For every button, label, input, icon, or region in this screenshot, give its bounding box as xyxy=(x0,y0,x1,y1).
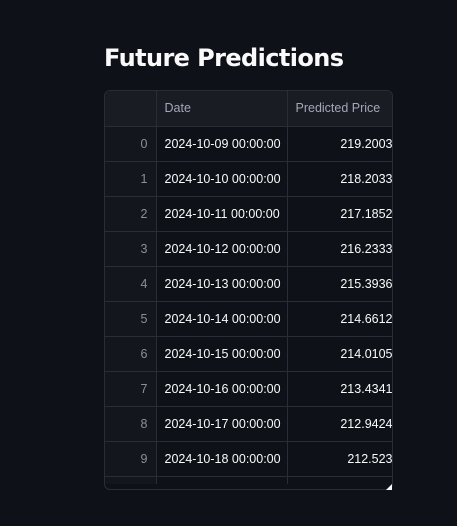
date-cell[interactable]: 2024-10-09 00:00:00 xyxy=(156,126,288,162)
row-index: 2 xyxy=(105,196,157,232)
price-cell[interactable]: 212.523 xyxy=(287,441,392,477)
row-index: 5 xyxy=(105,301,157,337)
dataframe-scroll-area[interactable]: Date Predicted Price 0 2024-10-09 00:00:… xyxy=(105,91,392,489)
price-cell[interactable]: 213.4341 xyxy=(287,371,392,407)
price-cell[interactable]: 212.9424 xyxy=(287,406,392,442)
table-row: 1 2024-10-10 00:00:00 218.2033 xyxy=(105,161,392,197)
date-cell[interactable]: 2024-10-17 00:00:00 xyxy=(156,406,288,442)
table-row: 7 2024-10-16 00:00:00 213.4341 xyxy=(105,371,392,407)
table-row: 4 2024-10-13 00:00:00 215.3936 xyxy=(105,266,392,302)
row-index: 1 xyxy=(105,161,157,197)
price-cell[interactable]: 214.0105 xyxy=(287,336,392,372)
date-column-header[interactable]: Date xyxy=(156,91,288,127)
resize-handle-icon[interactable] xyxy=(386,484,392,490)
row-index: 6 xyxy=(105,336,157,372)
price-cell[interactable]: 215.3936 xyxy=(287,266,392,302)
price-cell-partial xyxy=(287,476,392,484)
table-row: 2 2024-10-11 00:00:00 217.1852 xyxy=(105,196,392,232)
row-index: 3 xyxy=(105,231,157,267)
table-row: 8 2024-10-17 00:00:00 212.9424 xyxy=(105,406,392,442)
row-index: 0 xyxy=(105,126,157,162)
table-row: 9 2024-10-18 00:00:00 212.523 xyxy=(105,441,392,477)
row-index: 8 xyxy=(105,406,157,442)
date-cell[interactable]: 2024-10-13 00:00:00 xyxy=(156,266,288,302)
row-index: 9 xyxy=(105,441,157,477)
table-row-partial xyxy=(105,476,392,484)
date-cell[interactable]: 2024-10-14 00:00:00 xyxy=(156,301,288,337)
index-column-header xyxy=(105,91,157,127)
price-cell[interactable]: 218.2033 xyxy=(287,161,392,197)
page-title: Future Predictions xyxy=(104,44,344,72)
table-row: 6 2024-10-15 00:00:00 214.0105 xyxy=(105,336,392,372)
price-cell[interactable]: 214.6612 xyxy=(287,301,392,337)
date-cell[interactable]: 2024-10-15 00:00:00 xyxy=(156,336,288,372)
row-index-partial xyxy=(105,476,157,484)
row-index: 4 xyxy=(105,266,157,302)
price-cell[interactable]: 219.2003 xyxy=(287,126,392,162)
table-row: 5 2024-10-14 00:00:00 214.6612 xyxy=(105,301,392,337)
date-cell[interactable]: 2024-10-11 00:00:00 xyxy=(156,196,288,232)
predictions-table: Date Predicted Price 0 2024-10-09 00:00:… xyxy=(105,91,392,484)
table-row: 3 2024-10-12 00:00:00 216.2333 xyxy=(105,231,392,267)
date-cell[interactable]: 2024-10-12 00:00:00 xyxy=(156,231,288,267)
date-cell-partial xyxy=(156,476,288,484)
price-column-header[interactable]: Predicted Price xyxy=(287,91,392,127)
table-header-row: Date Predicted Price xyxy=(105,91,392,127)
price-cell[interactable]: 217.1852 xyxy=(287,196,392,232)
date-cell[interactable]: 2024-10-18 00:00:00 xyxy=(156,441,288,477)
date-cell[interactable]: 2024-10-16 00:00:00 xyxy=(156,371,288,407)
predictions-dataframe[interactable]: Date Predicted Price 0 2024-10-09 00:00:… xyxy=(104,90,393,490)
price-cell[interactable]: 216.2333 xyxy=(287,231,392,267)
row-index: 7 xyxy=(105,371,157,407)
date-cell[interactable]: 2024-10-10 00:00:00 xyxy=(156,161,288,197)
table-row: 0 2024-10-09 00:00:00 219.2003 xyxy=(105,126,392,162)
